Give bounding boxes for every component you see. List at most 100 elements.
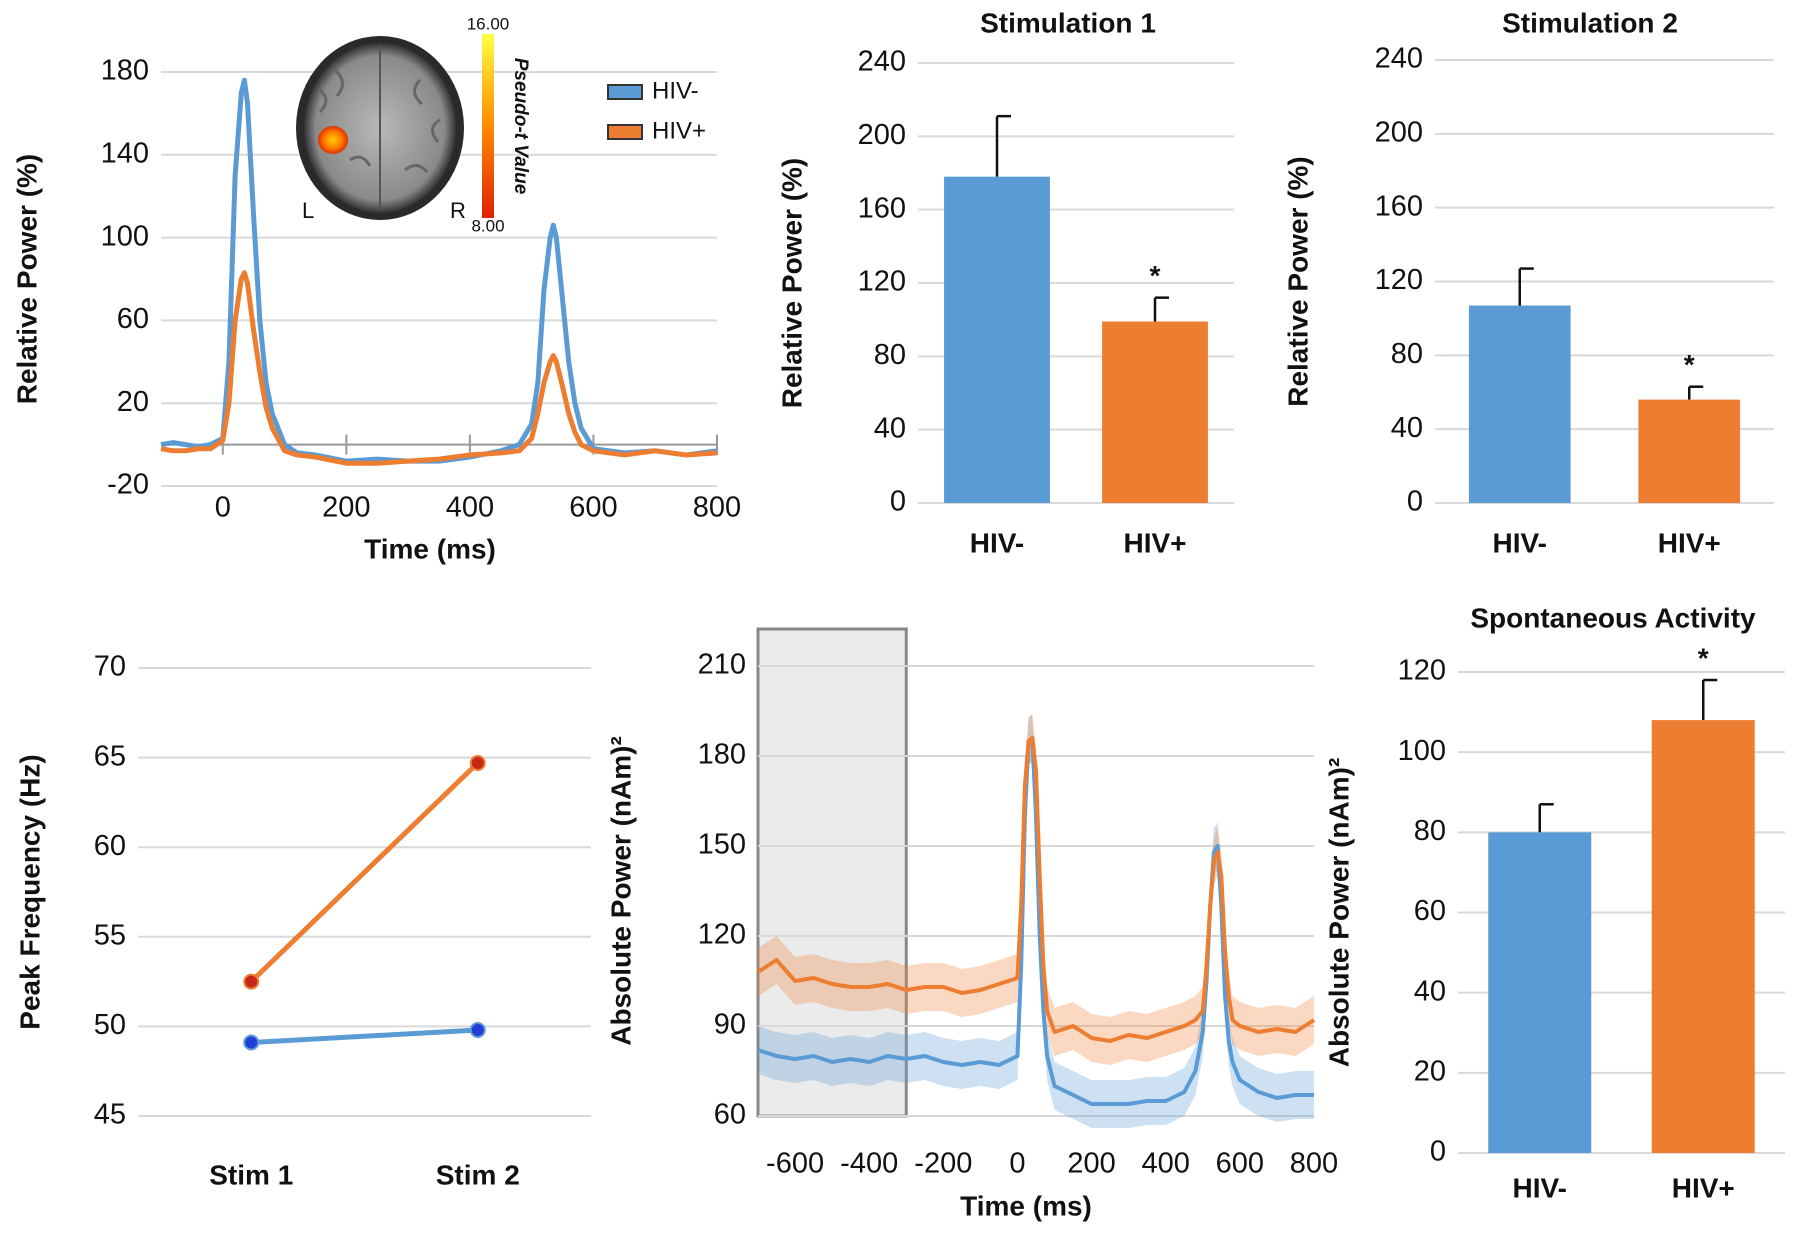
y-tick-label: 120 [858, 266, 906, 298]
x-tick-label: 600 [1216, 1148, 1264, 1180]
x-tick-label: -400 [840, 1148, 898, 1180]
y-tick-label: 140 [101, 137, 149, 169]
y-tick-label: 80 [874, 339, 906, 371]
y-tick-label: 90 [714, 1009, 746, 1041]
marker [243, 973, 260, 990]
x-tick-label: -600 [766, 1148, 824, 1180]
y-tick-label: 120 [698, 919, 746, 951]
y-tick-label: 40 [874, 412, 906, 444]
y-tick-label: 60 [1414, 895, 1446, 927]
x-tick-label: HIV- [1513, 1172, 1567, 1203]
baseline-window [756, 627, 908, 1118]
y-tick-label: 60 [94, 830, 126, 862]
inset-left-label: L [302, 198, 314, 223]
significance-label: * [1684, 349, 1695, 380]
y-tick-label: 240 [1375, 43, 1423, 75]
y-tick-label: 40 [1414, 975, 1446, 1007]
y-tick-label: 180 [698, 739, 746, 771]
y-tick-label: 180 [101, 55, 149, 87]
marker [243, 1034, 260, 1051]
y-tick-label: 120 [1398, 655, 1446, 687]
y-tick-label: 210 [698, 649, 746, 681]
y-tick-label: 20 [1414, 1055, 1446, 1087]
y-tick-label: 65 [94, 740, 126, 772]
y-tick-label: 160 [1375, 190, 1423, 222]
y-axis-label: Relative Power (%) [1282, 156, 1313, 407]
y-tick-label: 100 [101, 220, 149, 252]
bar [1468, 305, 1571, 503]
y-tick-label: 200 [1375, 116, 1423, 148]
y-tick-label: 200 [858, 119, 906, 151]
y-axis-label: Relative Power (%) [11, 154, 42, 405]
x-tick-label: 200 [322, 492, 370, 524]
y-tick-label: 240 [858, 46, 906, 78]
y-tick-label: 40 [1391, 412, 1423, 444]
colorbar-label: Pseudo-t Value [510, 58, 531, 195]
y-tick-label: 55 [94, 919, 126, 951]
x-tick-label: Stim 2 [436, 1159, 520, 1190]
x-tick-label: HIV- [1493, 527, 1547, 558]
x-tick-label: HIV+ [1658, 527, 1721, 558]
inset-right-label: R [450, 198, 466, 223]
y-axis-label: Absolute Power (nAm)² [605, 736, 636, 1046]
y-tick-label: 80 [1391, 338, 1423, 370]
x-tick-label: HIV+ [1123, 527, 1186, 558]
y-axis-label: Relative Power (%) [776, 158, 807, 409]
bar [944, 176, 1050, 503]
error-band [758, 714, 1314, 1065]
y-tick-label: 0 [1430, 1136, 1446, 1168]
y-tick-label: 50 [94, 1009, 126, 1041]
y-tick-label: 45 [94, 1099, 126, 1131]
x-tick-label: HIV+ [1672, 1172, 1735, 1203]
series-line [756, 736, 1316, 1043]
y-tick-label: 0 [890, 486, 906, 518]
legend-swatch [607, 124, 643, 140]
y-tick-label: 60 [714, 1099, 746, 1131]
y-axis-label: Peak Frequency (Hz) [14, 754, 45, 1029]
legend-label: HIV- [652, 77, 699, 104]
marker [469, 754, 486, 771]
series-line [249, 761, 480, 984]
colorbar-tick-label: 16.00 [467, 14, 510, 33]
colorbar [482, 34, 494, 218]
activation-blob [318, 126, 348, 154]
bar [1488, 832, 1592, 1153]
x-axis-label: Time (ms) [364, 533, 496, 564]
x-tick-label: Stim 1 [209, 1159, 293, 1190]
significance-label: * [1150, 260, 1161, 291]
x-tick-label: 400 [446, 492, 494, 524]
chart-title: Spontaneous Activity [1470, 602, 1756, 633]
bar [1651, 720, 1755, 1153]
x-tick-label: HIV- [970, 527, 1024, 558]
legend-swatch [607, 84, 643, 100]
plots: -20 20 60 100 140 180 Relative Power (%) Time (… [11, 7, 1785, 1221]
colorbar-tick-label: 8.00 [471, 216, 504, 235]
sulci [318, 68, 441, 174]
y-tick-label: 120 [1375, 264, 1423, 296]
brain-inset: L R [296, 36, 466, 223]
bar [1102, 321, 1208, 503]
x-tick-label: 800 [693, 492, 741, 524]
x-tick-label: 0 [215, 492, 231, 524]
y-tick-label: 100 [1398, 735, 1446, 767]
x-tick-label: 200 [1067, 1148, 1115, 1180]
x-tick-label: 400 [1142, 1148, 1190, 1180]
chart-title: Stimulation 2 [1502, 7, 1678, 38]
y-tick-label: 150 [698, 829, 746, 861]
x-axis-label: Time (ms) [960, 1190, 1092, 1221]
y-tick-label: 80 [1414, 815, 1446, 847]
y-axis-label: Absolute Power (nAm)² [1323, 758, 1354, 1068]
y-tick-label: -20 [107, 469, 149, 501]
x-tick-label: -200 [914, 1148, 972, 1180]
legend-label: HIV+ [652, 117, 706, 144]
significance-label: * [1698, 642, 1709, 673]
y-tick-label: 20 [117, 386, 149, 418]
x-tick-label: 0 [1009, 1148, 1025, 1180]
bar [1638, 399, 1741, 503]
y-tick-label: 0 [1407, 486, 1423, 518]
series-line [251, 1027, 478, 1046]
x-tick-label: 600 [569, 492, 617, 524]
series-line [160, 270, 718, 466]
marker [469, 1021, 486, 1038]
x-tick-label: 800 [1290, 1148, 1338, 1180]
